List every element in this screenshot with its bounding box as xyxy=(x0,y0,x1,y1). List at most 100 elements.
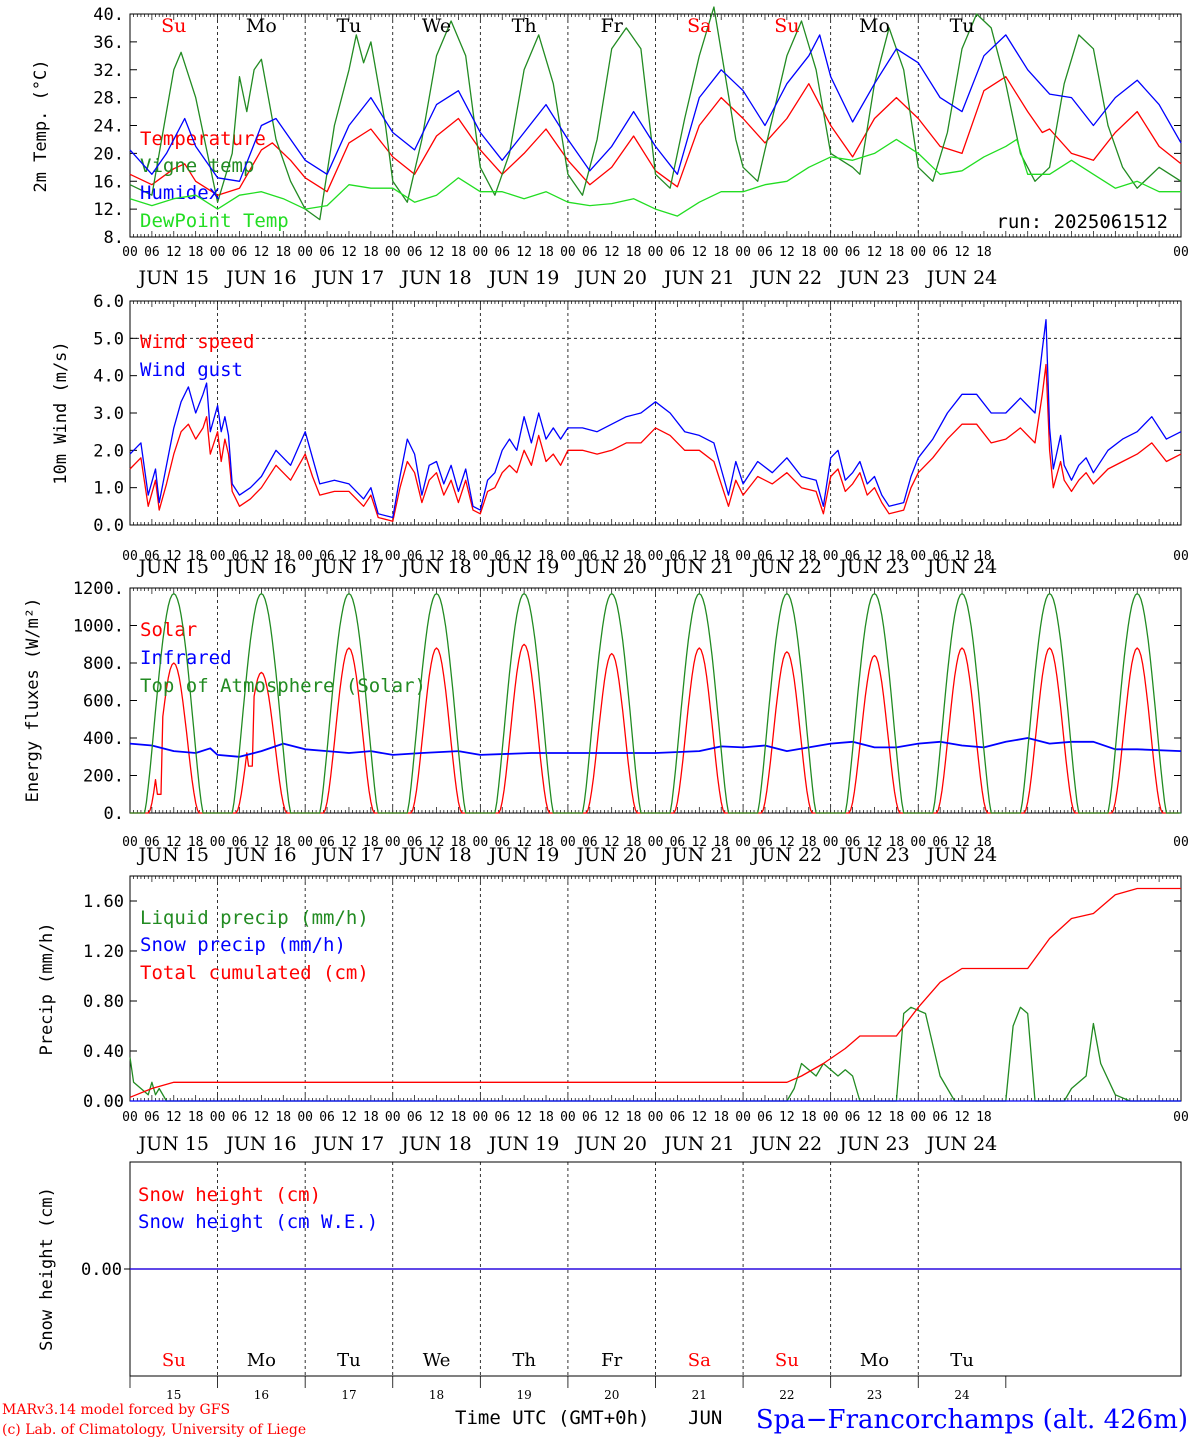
hour-tick-label: 06 xyxy=(144,245,160,260)
hour-tick-label: 18 xyxy=(889,1110,905,1125)
hour-tick-label: 18 xyxy=(626,1110,642,1125)
date-label: JUN 23 xyxy=(837,267,909,289)
hour-tick-label: 00 xyxy=(1173,835,1189,850)
series-line-3 xyxy=(129,138,1181,217)
hour-tick-label: 00 xyxy=(122,549,138,564)
hour-tick-label: 00 xyxy=(385,245,401,260)
y-tick-label: 0.0 xyxy=(93,516,124,536)
hour-tick-label: 06 xyxy=(757,835,773,850)
date-label: JUN 19 xyxy=(487,844,559,866)
hour-tick-label: 00 xyxy=(560,245,576,260)
hour-tick-label: 12 xyxy=(516,835,532,850)
y-tick-label: 20. xyxy=(93,144,124,164)
y-tick-label: 0.40 xyxy=(83,1042,124,1062)
hour-tick-label: 06 xyxy=(407,1110,423,1125)
weekday-label-bottom: Tu xyxy=(950,1350,974,1371)
y-tick-label: 5.0 xyxy=(93,329,124,349)
y-tick-label: 24. xyxy=(93,117,124,137)
hour-tick-label: 12 xyxy=(516,1110,532,1125)
hour-tick-label: 18 xyxy=(451,245,467,260)
hour-tick-label: 06 xyxy=(582,245,598,260)
hour-tick-label: 06 xyxy=(932,245,948,260)
y-axis-label: Precip (mm/h) xyxy=(37,922,57,1055)
hour-tick-label: 00 xyxy=(210,549,226,564)
hour-tick-label: 00 xyxy=(560,549,576,564)
hour-tick-label: 00 xyxy=(1173,549,1189,564)
hour-tick-label: 06 xyxy=(232,549,248,564)
y-tick-label: 28. xyxy=(93,89,124,109)
series-line-2 xyxy=(129,887,1181,1098)
date-label: JUN 22 xyxy=(750,1133,822,1155)
hour-tick-label: 06 xyxy=(932,549,948,564)
hour-tick-label: 12 xyxy=(166,835,182,850)
hour-tick-label: 18 xyxy=(275,1110,291,1125)
date-label: JUN 24 xyxy=(925,267,997,289)
y-tick-label: 4.0 xyxy=(93,367,124,387)
legend-entry: Top of Atmosphere (Solar) xyxy=(140,675,426,697)
legend-entry: Liquid precip (mm/h) xyxy=(140,907,369,929)
hour-tick-label: 00 xyxy=(823,245,839,260)
hour-tick-label: 18 xyxy=(188,835,204,850)
y-axis-label: Snow height (cm) xyxy=(37,1187,57,1351)
y-tick-label: 0.80 xyxy=(83,992,124,1012)
hour-tick-label: 06 xyxy=(494,549,510,564)
hour-tick-label: 12 xyxy=(604,1110,620,1125)
hour-tick-label: 00 xyxy=(735,1110,751,1125)
y-tick-label: 6.0 xyxy=(93,292,124,312)
date-label: JUN 16 xyxy=(224,267,296,289)
date-label: JUN 17 xyxy=(312,556,384,578)
weekday-label-bottom: Mo xyxy=(860,1350,889,1371)
date-number: 18 xyxy=(429,1388,444,1402)
hour-tick-label: 18 xyxy=(188,549,204,564)
date-label: JUN 21 xyxy=(662,1133,734,1155)
y-tick-label: 1.0 xyxy=(93,479,124,499)
hour-tick-label: 12 xyxy=(254,835,270,850)
run-annotation: run: 2025061512 xyxy=(996,211,1168,233)
hour-tick-label: 12 xyxy=(254,245,270,260)
hour-tick-label: 18 xyxy=(538,1110,554,1125)
hour-tick-label: 00 xyxy=(735,245,751,260)
date-number: 16 xyxy=(254,1388,269,1402)
hour-tick-label: 00 xyxy=(823,835,839,850)
hour-tick-label: 00 xyxy=(1173,245,1189,260)
hour-tick-label: 06 xyxy=(845,245,861,260)
hour-tick-label: 12 xyxy=(779,549,795,564)
hour-tick-label: 00 xyxy=(735,549,751,564)
legend-entry: Wind gust xyxy=(140,359,243,381)
hour-tick-label: 06 xyxy=(582,549,598,564)
hour-tick-label: 12 xyxy=(254,1110,270,1125)
hour-tick-label: 06 xyxy=(232,1110,248,1125)
legend-entry: DewPoint Temp xyxy=(140,210,289,232)
legend-entry: Snow height (cm) xyxy=(138,1184,321,1206)
hour-tick-label: 06 xyxy=(407,245,423,260)
hour-tick-label: 00 xyxy=(560,835,576,850)
y-tick-label: 0. xyxy=(104,804,124,824)
hour-tick-label: 12 xyxy=(341,835,357,850)
weekday-label-top: Tu xyxy=(950,15,975,37)
date-number: 20 xyxy=(604,1388,619,1402)
month-label: JUN xyxy=(688,1407,722,1429)
date-label: JUN 23 xyxy=(837,1133,909,1155)
hour-tick-label: 18 xyxy=(976,549,992,564)
series-line-1 xyxy=(129,6,1182,221)
y-tick-label: 0.00 xyxy=(81,1260,122,1280)
date-label: JUN 19 xyxy=(487,556,559,578)
weekday-label-bottom: Th xyxy=(512,1350,536,1371)
hour-tick-label: 00 xyxy=(823,549,839,564)
date-label: JUN 19 xyxy=(487,267,559,289)
hour-tick-label: 18 xyxy=(801,1110,817,1125)
hour-tick-label: 00 xyxy=(210,1110,226,1125)
hour-tick-label: 00 xyxy=(122,1110,138,1125)
hour-tick-label: 06 xyxy=(670,835,686,850)
hour-tick-label: 06 xyxy=(232,245,248,260)
hour-tick-label: 12 xyxy=(166,549,182,564)
series-line-2 xyxy=(130,592,1181,814)
hour-tick-label: 00 xyxy=(210,835,226,850)
y-axis-label: 10m Wind (m/s) xyxy=(51,341,71,484)
hour-tick-label: 18 xyxy=(451,549,467,564)
hour-tick-label: 06 xyxy=(757,245,773,260)
hour-tick-label: 00 xyxy=(297,835,313,850)
hour-tick-label: 06 xyxy=(494,245,510,260)
hour-tick-label: 06 xyxy=(845,1110,861,1125)
date-label: JUN 21 xyxy=(662,844,734,866)
